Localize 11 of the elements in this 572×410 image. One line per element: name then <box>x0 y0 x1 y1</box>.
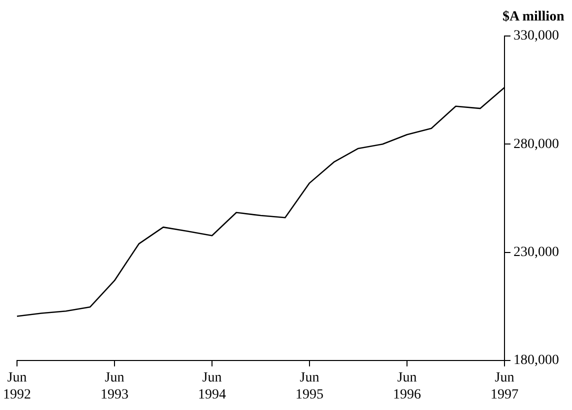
y-tick-label: 180,000 <box>514 353 559 368</box>
x-tick-label: Jun 1997 <box>490 370 518 402</box>
y-tick-label: 230,000 <box>514 244 559 260</box>
x-tick-label: Jun 1994 <box>198 370 226 402</box>
x-tick-label: Jun 1996 <box>393 370 421 402</box>
x-tick-label: Jun 1993 <box>100 370 128 402</box>
x-tick-label: Jun 1995 <box>296 370 324 402</box>
x-tick-label: Jun 1992 <box>3 370 31 402</box>
y-axis-title: $A million <box>502 10 565 25</box>
y-tick-label: 330,000 <box>514 28 559 44</box>
y-tick-label: 280,000 <box>514 136 559 152</box>
